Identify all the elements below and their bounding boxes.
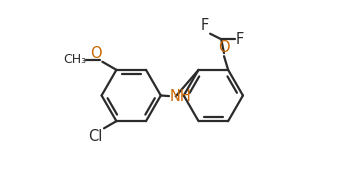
Text: F: F xyxy=(235,32,244,47)
Text: Cl: Cl xyxy=(89,129,103,144)
Text: CH₃: CH₃ xyxy=(63,53,86,66)
Text: O: O xyxy=(218,40,230,55)
Text: NH: NH xyxy=(169,89,191,104)
Text: O: O xyxy=(90,46,101,61)
Text: F: F xyxy=(201,18,209,33)
